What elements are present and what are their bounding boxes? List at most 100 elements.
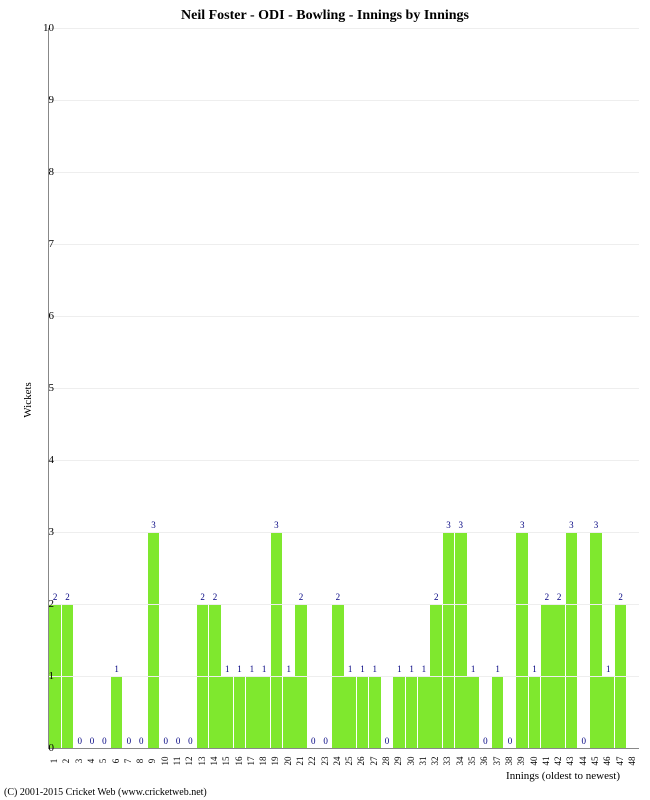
bar xyxy=(602,676,614,748)
bar-value-label: 1 xyxy=(225,664,230,674)
x-tick-label: 30 xyxy=(406,757,416,766)
bar-value-label: 2 xyxy=(557,592,562,602)
x-tick-label: 20 xyxy=(283,757,293,766)
y-tick-label: 9 xyxy=(34,94,54,106)
bar-value-label: 1 xyxy=(372,664,377,674)
x-tick-label: 46 xyxy=(602,757,612,766)
bar xyxy=(344,676,356,748)
bar-value-label: 0 xyxy=(311,736,316,746)
bar xyxy=(516,532,528,748)
y-tick-label: 1 xyxy=(34,670,54,682)
bar-value-label: 1 xyxy=(532,664,537,674)
bar-value-label: 1 xyxy=(422,664,427,674)
x-tick-label: 44 xyxy=(578,757,588,766)
bar-value-label: 2 xyxy=(65,592,70,602)
bar xyxy=(529,676,541,748)
x-tick-label: 38 xyxy=(504,757,514,766)
bar xyxy=(246,676,258,748)
x-tick-label: 28 xyxy=(381,757,391,766)
bar-value-label: 2 xyxy=(618,592,623,602)
copyright-text: (C) 2001-2015 Cricket Web (www.cricketwe… xyxy=(4,787,207,798)
y-tick-label: 7 xyxy=(34,238,54,250)
x-tick-label: 15 xyxy=(221,757,231,766)
x-tick-label: 37 xyxy=(492,757,502,766)
bar-value-label: 1 xyxy=(409,664,414,674)
bar xyxy=(492,676,504,748)
x-tick-label: 42 xyxy=(553,757,563,766)
x-tick-label: 1 xyxy=(49,759,59,764)
bar xyxy=(283,676,295,748)
bar-value-label: 0 xyxy=(102,736,107,746)
grid-line xyxy=(49,244,639,245)
bar xyxy=(443,532,455,748)
grid-line xyxy=(49,28,639,29)
bar-value-label: 2 xyxy=(213,592,218,602)
x-tick-label: 4 xyxy=(86,759,96,764)
chart-title: Neil Foster - ODI - Bowling - Innings by… xyxy=(0,0,650,24)
bar-value-label: 1 xyxy=(237,664,242,674)
y-tick-label: 5 xyxy=(34,382,54,394)
bar xyxy=(369,676,381,748)
x-tick-label: 29 xyxy=(393,757,403,766)
bar-value-label: 3 xyxy=(594,520,599,530)
bar-value-label: 1 xyxy=(250,664,255,674)
bar-value-label: 1 xyxy=(262,664,267,674)
bar-value-label: 3 xyxy=(569,520,574,530)
x-tick-label: 18 xyxy=(258,757,268,766)
y-axis-label: Wickets xyxy=(22,382,34,418)
bar xyxy=(455,532,467,748)
bar-value-label: 3 xyxy=(459,520,464,530)
x-tick-label: 48 xyxy=(627,757,637,766)
x-tick-label: 7 xyxy=(123,759,133,764)
bar-value-label: 1 xyxy=(495,664,500,674)
chart-container: Neil Foster - ODI - Bowling - Innings by… xyxy=(0,0,650,800)
x-tick-label: 22 xyxy=(307,757,317,766)
bar-value-label: 3 xyxy=(520,520,525,530)
bar xyxy=(221,676,233,748)
x-tick-label: 2 xyxy=(61,759,71,764)
y-tick-label: 4 xyxy=(34,454,54,466)
x-tick-label: 34 xyxy=(455,757,465,766)
grid-line xyxy=(49,388,639,389)
bar-value-label: 0 xyxy=(176,736,181,746)
x-tick-label: 31 xyxy=(418,757,428,766)
bar-value-label: 3 xyxy=(446,520,451,530)
plot-area: 2200010030002211113120021110111233101031… xyxy=(48,28,639,749)
bar-value-label: 0 xyxy=(139,736,144,746)
grid-line xyxy=(49,172,639,173)
x-tick-label: 26 xyxy=(356,757,366,766)
y-tick-label: 3 xyxy=(34,526,54,538)
bar xyxy=(271,532,283,748)
bar xyxy=(258,676,270,748)
bar-value-label: 0 xyxy=(508,736,513,746)
bar xyxy=(406,676,418,748)
x-tick-label: 3 xyxy=(74,759,84,764)
bar-value-label: 0 xyxy=(90,736,95,746)
x-tick-label: 43 xyxy=(565,757,575,766)
x-tick-label: 25 xyxy=(344,757,354,766)
bar-value-label: 0 xyxy=(127,736,132,746)
grid-line xyxy=(49,532,639,533)
bar-value-label: 1 xyxy=(114,664,119,674)
x-tick-label: 8 xyxy=(135,759,145,764)
grid-line xyxy=(49,316,639,317)
x-tick-label: 19 xyxy=(270,757,280,766)
bar-value-label: 0 xyxy=(77,736,82,746)
bar-value-label: 2 xyxy=(434,592,439,602)
x-tick-label: 45 xyxy=(590,757,600,766)
x-tick-label: 33 xyxy=(442,757,452,766)
bar xyxy=(393,676,405,748)
x-axis-label: Innings (oldest to newest) xyxy=(506,770,620,782)
bar-value-label: 0 xyxy=(385,736,390,746)
bar-value-label: 1 xyxy=(606,664,611,674)
bar-value-label: 0 xyxy=(164,736,169,746)
y-tick-label: 2 xyxy=(34,598,54,610)
x-tick-label: 23 xyxy=(320,757,330,766)
x-tick-label: 47 xyxy=(615,757,625,766)
bar-value-label: 2 xyxy=(299,592,304,602)
x-tick-label: 12 xyxy=(184,757,194,766)
bar-value-label: 1 xyxy=(286,664,291,674)
bar xyxy=(234,676,246,748)
grid-line xyxy=(49,460,639,461)
grid-line xyxy=(49,100,639,101)
